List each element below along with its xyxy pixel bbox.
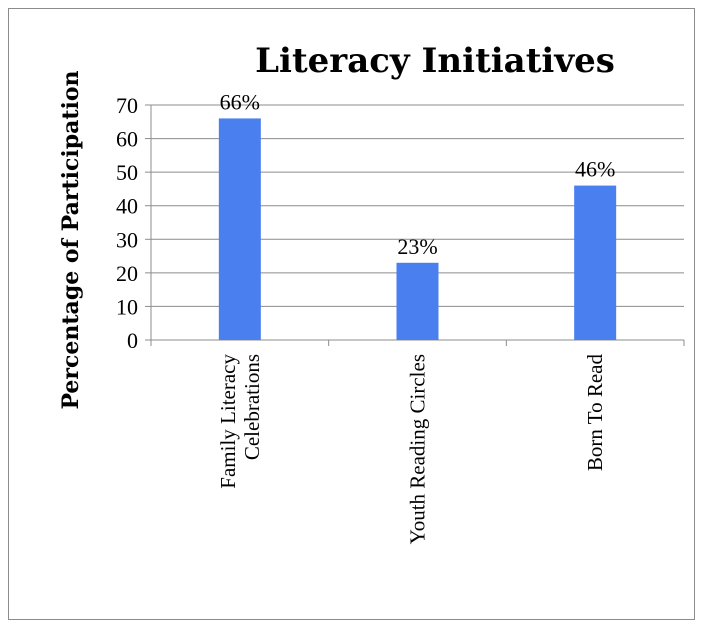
y-tick-label: 50 [116,160,138,185]
chart-title: Literacy Initiatives [255,41,615,81]
bar [396,262,439,340]
data-label: 23% [397,234,437,259]
y-tick-label: 0 [127,328,138,353]
category-label-line: Celebrations [240,354,264,460]
y-tick-label: 20 [116,261,138,286]
category-label-line: Born To Read [583,354,607,472]
category-label-line: Youth Reading Circles [406,354,430,544]
y-axis-label: Percentage of Participation [58,70,84,409]
data-label: 66% [220,89,260,114]
y-tick-labels: 0 10 20 30 40 50 60 70 [116,93,138,353]
y-tick-label: 60 [116,127,138,152]
category-label-line: Family Literacy [216,354,240,489]
category-labels: Family LiteracyCelebrations Youth Reading… [216,354,607,545]
data-label: 46% [575,157,615,182]
category-label: Youth Reading Circles [406,354,430,544]
bars [218,118,617,340]
y-tick-label: 40 [116,194,138,219]
category-label: Born To Read [583,354,607,472]
bar [574,185,617,340]
data-labels: 66% 23% 46% [220,89,616,258]
category-label: Family LiteracyCelebrations [216,354,264,489]
y-tick-label: 70 [116,93,138,118]
y-tick-label: 10 [116,294,138,319]
y-tick-label: 30 [116,227,138,252]
bar [218,118,261,340]
